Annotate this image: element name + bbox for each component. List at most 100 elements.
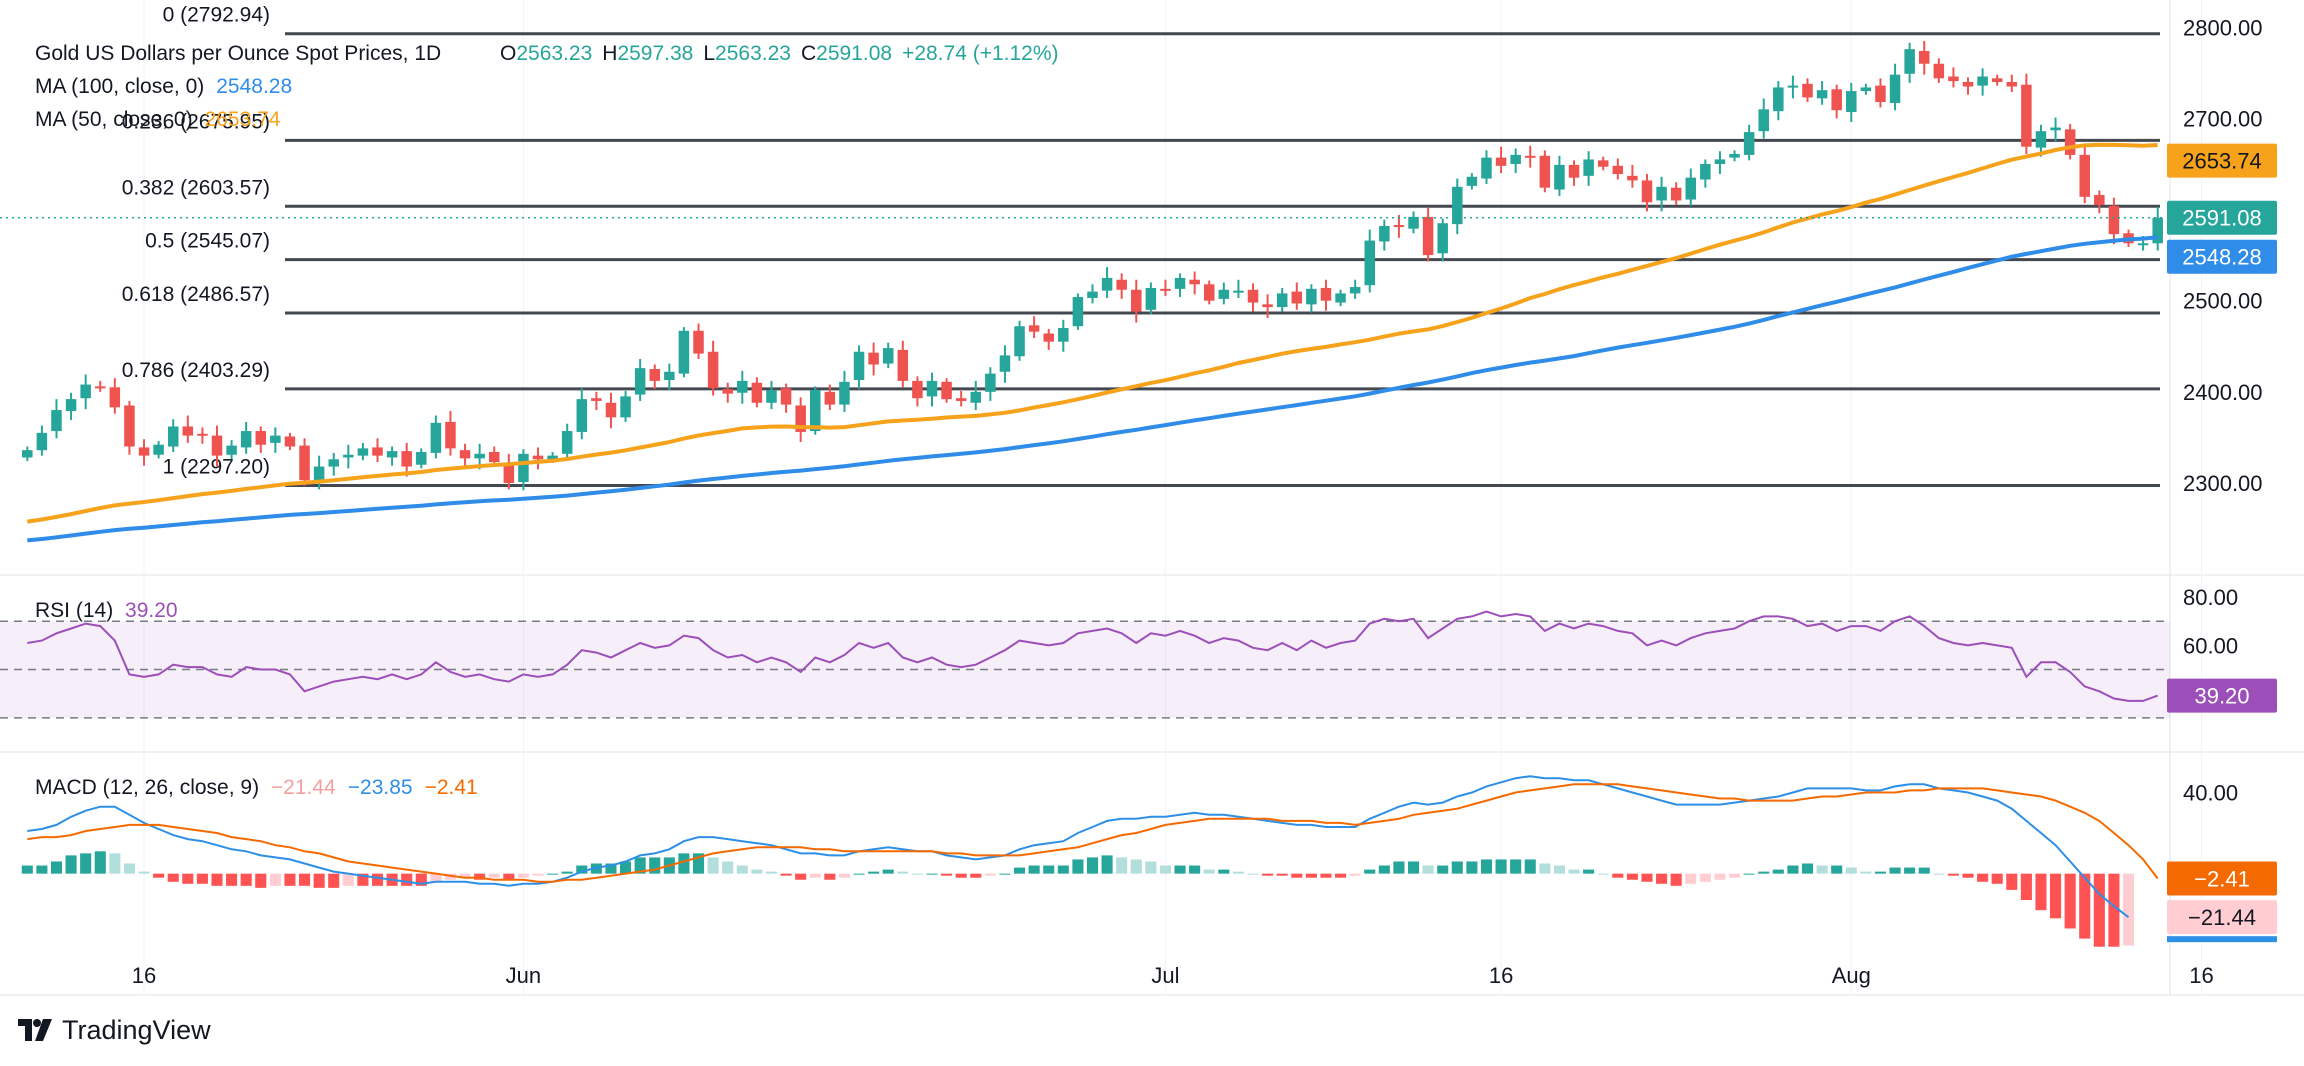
fib-level-label: 0 (2792.94) <box>163 4 270 27</box>
macd-histogram-bar <box>1305 873 1317 878</box>
macd-histogram-bar <box>1378 865 1390 874</box>
candle-body <box>897 349 909 381</box>
macd-histogram-bar <box>517 873 529 878</box>
macd-histogram-bar <box>765 871 778 874</box>
candle-body <box>124 405 135 447</box>
fib-level-label: 0.618 (2486.57) <box>122 283 270 306</box>
macd-histogram-bar <box>415 873 427 886</box>
candle-body <box>955 398 967 401</box>
candle-body <box>1262 304 1273 308</box>
candle-body <box>1875 85 1886 103</box>
candle-body <box>1174 277 1186 289</box>
macd-histogram-bar <box>984 873 996 876</box>
macd-hist-tag-box <box>2167 900 2277 935</box>
candle-body <box>941 381 952 400</box>
macd-histogram-bar <box>547 873 559 875</box>
macd-histogram-bar <box>459 873 471 878</box>
candle-body <box>780 388 792 405</box>
ohlc-readout: O2563.23 H2597.38 L2563.23 C2591.08 +28.74 (… <box>500 42 1059 65</box>
macd-histogram-bar <box>1947 873 1959 876</box>
price-tick-label: 2400.00 <box>2183 380 2263 405</box>
time-tick-label: 16 <box>132 963 156 988</box>
macd-histogram-bar <box>1539 863 1551 874</box>
macd-histogram-bar <box>1174 865 1186 874</box>
candle-body <box>51 410 62 432</box>
macd-signal-tag-label: −2.41 <box>2194 867 2250 892</box>
candle-body <box>1349 287 1361 294</box>
candle-body <box>109 387 121 408</box>
macd-histogram-bar <box>1451 861 1463 874</box>
candle-body <box>634 368 646 395</box>
macd-histogram-bar <box>2122 873 2135 946</box>
candle-body <box>270 435 281 443</box>
macd-histogram-bar <box>21 865 33 874</box>
candle-body <box>824 391 836 405</box>
candle-body <box>1028 325 1040 332</box>
macd-histogram-bar <box>1656 873 1668 884</box>
rsi-tick-label: 60.00 <box>2183 633 2238 658</box>
macd-legend: MACD (12, 26, close, 9) −21.44 −23.85 −2.4… <box>35 776 478 799</box>
candle-body <box>1510 154 1521 164</box>
candle-body <box>1218 289 1230 299</box>
tradingview-brand[interactable]: TradingView <box>18 1010 211 1050</box>
candle-body <box>1087 291 1098 298</box>
candle-body <box>722 389 733 394</box>
macd-histogram-bar <box>751 869 763 874</box>
macd-histogram-bar <box>1086 857 1099 874</box>
candle-body <box>1846 91 1857 113</box>
macd-histogram-bar <box>488 873 500 878</box>
macd-histogram-bar <box>838 873 850 878</box>
macd-histogram-bar <box>1743 873 1755 875</box>
macd-histogram-bar <box>1232 871 1244 874</box>
macd-histogram-bar <box>1218 869 1230 874</box>
macd-legend-hist: −21.44 <box>271 776 336 799</box>
macd-histogram-bar <box>1130 859 1142 874</box>
candle-body <box>2006 81 2018 87</box>
macd-histogram-bar <box>1583 869 1595 874</box>
macd-histogram-bar <box>1685 873 1697 884</box>
price-tick-label: 2500.00 <box>2183 289 2263 314</box>
ma50-tag-box <box>2167 143 2277 178</box>
candle-body <box>2079 154 2090 197</box>
macd-histogram-bar <box>211 873 223 886</box>
macd-histogram-bar <box>240 873 252 886</box>
candle-body <box>1116 279 1127 290</box>
candle-body <box>810 390 821 432</box>
candle-body <box>2035 131 2047 148</box>
candle-body <box>1160 288 1171 291</box>
macd-signal-tag-box <box>2167 861 2277 896</box>
macd-histogram-bar <box>138 871 150 874</box>
macd-histogram-bar <box>722 861 734 874</box>
candle-body <box>1481 157 1492 179</box>
macd-histogram-bar <box>999 873 1011 875</box>
macd-histogram-bar <box>1510 859 1522 874</box>
macd-histogram-bar <box>1189 865 1201 874</box>
macd-histogram-bar <box>1203 869 1215 874</box>
candle-body <box>459 450 471 459</box>
macd-histogram-bar <box>1407 861 1420 874</box>
candle-body <box>1670 187 1682 201</box>
candle-body <box>1393 225 1405 228</box>
candle-body <box>1306 288 1317 305</box>
candle-body <box>839 381 850 405</box>
candle-body <box>1379 225 1390 242</box>
candle-body <box>1802 83 1813 98</box>
candle-body <box>2152 217 2163 244</box>
candle-body <box>1962 81 1974 87</box>
macd-histogram-bar <box>1480 859 1493 874</box>
macd-histogram-bar <box>1933 873 1945 875</box>
time-tick-label: Jul <box>1151 963 1179 988</box>
macd-histogram-bar <box>2006 873 2018 890</box>
candle-body <box>1554 164 1565 190</box>
fib-level-label: 0.236 (2675.95) <box>122 110 270 133</box>
macd-histogram-bar <box>824 873 836 880</box>
macd-histogram-bar <box>2050 873 2062 919</box>
macd-histogram-bar <box>736 865 748 874</box>
macd-histogram-bar <box>649 857 661 874</box>
macd-hist-tag-label: −21.44 <box>2188 905 2256 930</box>
macd-histogram-bar <box>1787 865 1799 874</box>
macd-histogram-bar <box>1028 865 1040 874</box>
macd-histogram-bar <box>167 873 179 882</box>
macd-histogram-bar <box>692 853 705 874</box>
